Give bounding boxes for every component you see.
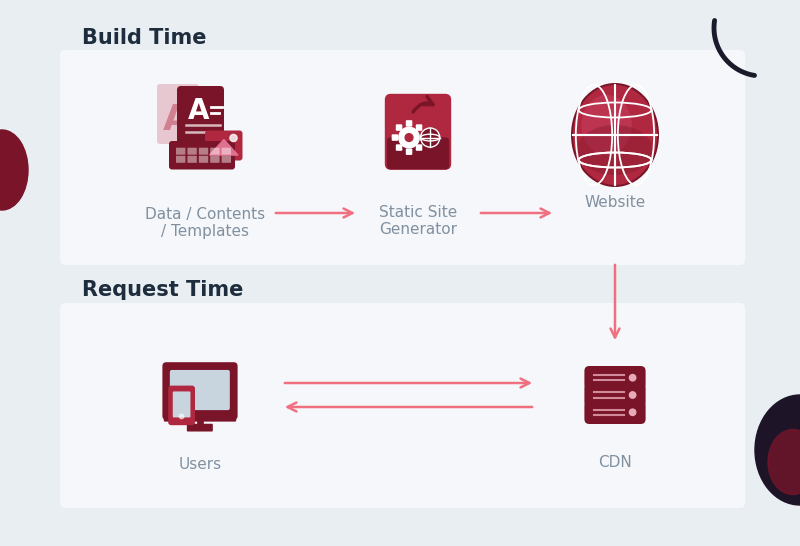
- Text: Build Time: Build Time: [82, 28, 206, 48]
- FancyBboxPatch shape: [584, 366, 646, 389]
- Text: Request Time: Request Time: [82, 280, 243, 300]
- Circle shape: [230, 134, 237, 141]
- FancyBboxPatch shape: [222, 156, 231, 163]
- FancyBboxPatch shape: [162, 362, 238, 420]
- FancyBboxPatch shape: [187, 156, 197, 163]
- Text: Data / Contents
/ Templates: Data / Contents / Templates: [145, 207, 265, 239]
- Text: CDN: CDN: [598, 455, 632, 470]
- Ellipse shape: [768, 430, 800, 495]
- FancyBboxPatch shape: [584, 401, 646, 424]
- FancyBboxPatch shape: [416, 124, 422, 131]
- FancyBboxPatch shape: [176, 156, 186, 163]
- Ellipse shape: [573, 85, 657, 185]
- FancyBboxPatch shape: [187, 424, 213, 431]
- FancyBboxPatch shape: [222, 148, 231, 155]
- FancyBboxPatch shape: [210, 148, 219, 155]
- Text: A: A: [188, 97, 210, 125]
- FancyBboxPatch shape: [187, 148, 197, 155]
- FancyBboxPatch shape: [164, 415, 236, 422]
- Text: Static Site
Generator: Static Site Generator: [379, 205, 457, 238]
- FancyBboxPatch shape: [173, 391, 190, 418]
- Circle shape: [398, 127, 419, 148]
- Circle shape: [630, 392, 636, 398]
- FancyBboxPatch shape: [170, 370, 230, 410]
- Circle shape: [630, 375, 636, 381]
- FancyBboxPatch shape: [392, 134, 398, 141]
- FancyBboxPatch shape: [416, 144, 422, 151]
- FancyBboxPatch shape: [420, 134, 426, 141]
- FancyBboxPatch shape: [205, 130, 242, 161]
- Text: Website: Website: [584, 195, 646, 210]
- FancyBboxPatch shape: [177, 86, 224, 150]
- FancyBboxPatch shape: [387, 138, 450, 169]
- Text: Users: Users: [178, 457, 222, 472]
- FancyBboxPatch shape: [199, 148, 208, 155]
- FancyBboxPatch shape: [169, 141, 235, 169]
- FancyBboxPatch shape: [199, 156, 208, 163]
- Circle shape: [630, 409, 636, 416]
- FancyBboxPatch shape: [210, 156, 219, 163]
- FancyBboxPatch shape: [176, 148, 186, 155]
- Text: A: A: [162, 103, 190, 137]
- Ellipse shape: [571, 83, 659, 187]
- Ellipse shape: [755, 395, 800, 505]
- Polygon shape: [210, 139, 238, 155]
- FancyBboxPatch shape: [385, 94, 451, 170]
- FancyBboxPatch shape: [396, 124, 402, 131]
- FancyBboxPatch shape: [584, 383, 646, 407]
- FancyBboxPatch shape: [406, 120, 412, 127]
- FancyBboxPatch shape: [396, 144, 402, 151]
- FancyBboxPatch shape: [157, 84, 199, 144]
- FancyBboxPatch shape: [60, 50, 745, 265]
- FancyBboxPatch shape: [406, 149, 412, 155]
- FancyBboxPatch shape: [60, 303, 745, 508]
- Circle shape: [179, 414, 184, 419]
- Circle shape: [421, 128, 440, 147]
- Ellipse shape: [0, 130, 28, 210]
- Ellipse shape: [582, 95, 632, 155]
- FancyBboxPatch shape: [168, 385, 195, 425]
- Ellipse shape: [578, 125, 653, 175]
- Circle shape: [405, 134, 413, 141]
